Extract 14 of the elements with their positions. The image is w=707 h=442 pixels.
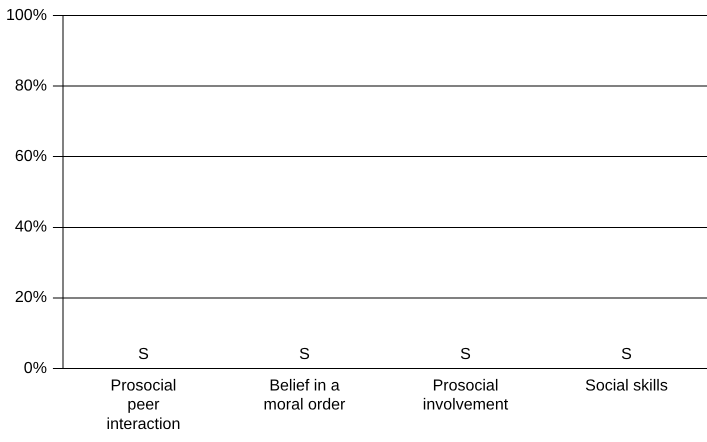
data-label: S [621,346,632,363]
y-tick-label: 20% [14,289,47,306]
x-tick-label: Belief in a moral order [264,377,346,414]
y-tick-label: 100% [6,7,47,24]
data-label: S [299,346,310,363]
x-tick-label: Prosocial peer interaction [106,377,180,433]
y-tick-label: 60% [14,148,47,166]
x-tick-label: Prosocial involvement [422,377,509,414]
x-tick-label: Social skills [585,377,668,394]
data-label: S [138,346,149,363]
data-label: S [460,346,471,363]
y-tick-label: 0% [24,360,47,377]
y-tick-label: 80% [14,78,47,95]
y-tick-label: 40% [14,218,47,236]
